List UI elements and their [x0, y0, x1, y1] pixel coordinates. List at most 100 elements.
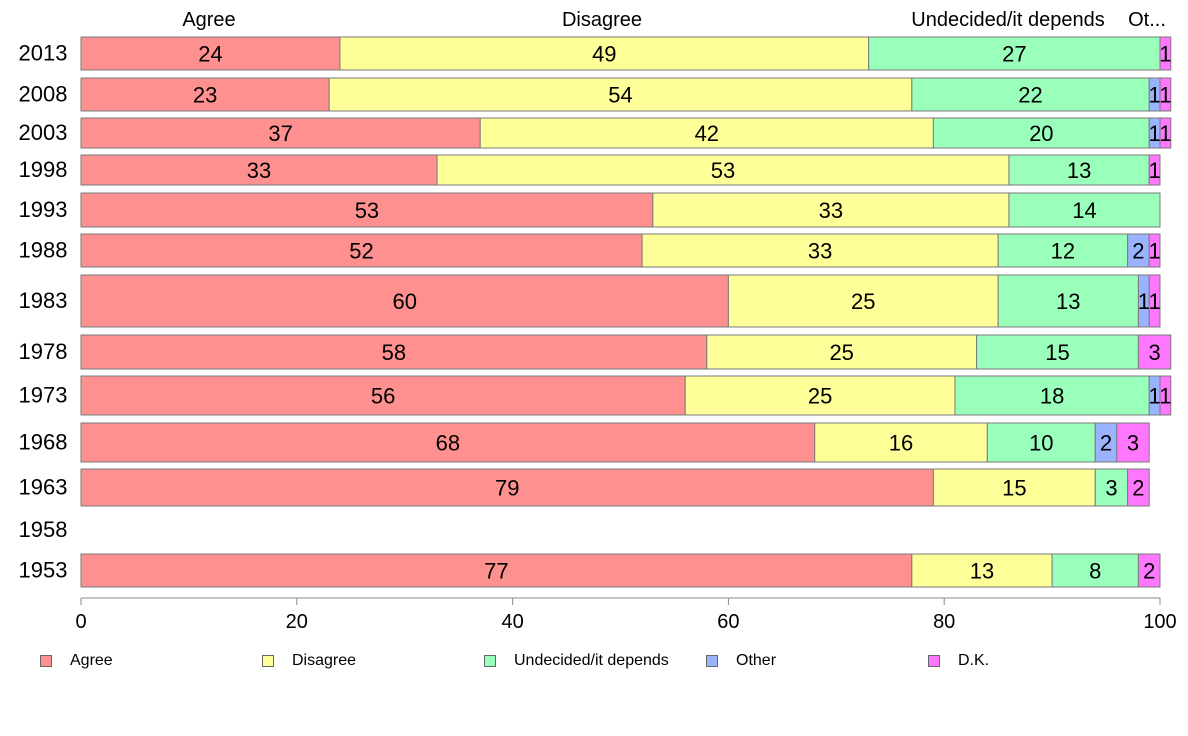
data-label-1953-0: 77 — [484, 559, 508, 584]
data-label-1988-3: 2 — [1132, 239, 1144, 264]
data-label-1998-2: 13 — [1067, 158, 1091, 183]
y-tick-label-1953: 1953 — [19, 558, 68, 583]
data-label-2003-2: 20 — [1029, 121, 1053, 146]
y-tick-label-1968: 1968 — [19, 430, 68, 455]
data-label-2013-1: 49 — [592, 42, 616, 67]
bar-segment-2013-0 — [80, 36, 341, 71]
data-label-1993-2: 14 — [1072, 198, 1096, 223]
data-label-1983-4: 1 — [1148, 289, 1160, 314]
data-label-1998-0: 33 — [247, 158, 271, 183]
data-label-1968-1: 16 — [889, 431, 913, 456]
data-label-2008-0: 23 — [193, 83, 217, 108]
data-label-2003-4: 1 — [1159, 121, 1171, 146]
legend-item-agree: Agree — [40, 648, 113, 674]
bar-segment-2008-2 — [911, 77, 1150, 112]
y-tick-label-1993: 1993 — [19, 197, 68, 222]
bar-segment-2003-1 — [479, 117, 934, 149]
data-label-1983-3: 1 — [1138, 289, 1150, 314]
bar-segment-2013-1 — [339, 36, 870, 71]
data-label-2008-3: 1 — [1148, 83, 1160, 108]
data-label-1968-2: 10 — [1029, 431, 1053, 456]
bar-segment-1973-1 — [684, 375, 956, 416]
bar-segment-2008-4 — [1159, 77, 1172, 112]
x-tick-label-0: 0 — [75, 611, 86, 633]
data-label-1968-4: 3 — [1127, 431, 1139, 456]
data-label-1978-2: 15 — [1045, 340, 1069, 365]
data-label-2008-4: 1 — [1159, 83, 1171, 108]
legend-swatch-agree — [40, 655, 52, 667]
data-label-2008-2: 22 — [1018, 83, 1042, 108]
bar-segment-1993-0 — [80, 192, 654, 228]
data-label-1973-2: 18 — [1040, 384, 1064, 409]
data-label-1988-4: 1 — [1148, 239, 1160, 264]
data-label-2003-0: 37 — [268, 121, 292, 146]
bar-segment-2013-2 — [868, 36, 1161, 71]
x-tick-label-100: 100 — [1143, 611, 1176, 633]
data-label-1963-0: 79 — [495, 476, 519, 501]
y-tick-label-1978: 1978 — [19, 339, 68, 364]
data-label-2008-1: 54 — [608, 83, 632, 108]
bar-segment-1983-1 — [727, 274, 999, 328]
x-tick-label-80: 80 — [933, 611, 955, 633]
y-tick-label-2013: 2013 — [19, 41, 68, 66]
bar-segment-1993-2 — [1008, 192, 1161, 228]
bar-segment-1953-1 — [911, 553, 1053, 588]
bar-segment-2003-4 — [1159, 117, 1172, 149]
bar-segment-1968-0 — [80, 422, 816, 463]
bar-segment-1978-1 — [706, 334, 978, 370]
column-header-3: Ot... — [1128, 9, 1166, 31]
legend-swatch-dk — [928, 655, 940, 667]
bar-segment-1983-4 — [1148, 274, 1161, 328]
data-label-1978-0: 58 — [382, 340, 406, 365]
data-label-1973-3: 1 — [1148, 384, 1160, 409]
bar-segment-1953-2 — [1051, 553, 1139, 588]
column-header-0: Agree — [182, 9, 235, 31]
y-tick-label-1958: 1958 — [19, 517, 68, 542]
y-tick-label-2003: 2003 — [19, 120, 68, 145]
data-label-1993-0: 53 — [355, 198, 379, 223]
bar-segment-1973-4 — [1159, 375, 1172, 416]
data-label-2013-0: 24 — [198, 42, 222, 67]
legend-item-undecided: Undecided/it depends — [484, 648, 669, 674]
bar-segment-2013-4 — [1159, 36, 1172, 71]
bar-segment-1988-1 — [641, 233, 999, 268]
y-tick-label-1973: 1973 — [19, 383, 68, 408]
legend-label-other: Other — [736, 652, 777, 669]
legend-swatch-undecided — [484, 655, 496, 667]
bar-segment-1988-0 — [80, 233, 643, 268]
data-label-1983-0: 60 — [392, 289, 416, 314]
bar-segment-1963-2 — [1094, 468, 1129, 507]
bar-segment-2003-0 — [80, 117, 481, 149]
data-label-2003-3: 1 — [1148, 121, 1160, 146]
bar-segment-1968-4 — [1116, 422, 1150, 463]
data-label-2013-4: 1 — [1159, 42, 1171, 67]
data-label-1988-0: 52 — [349, 239, 373, 264]
bar-segment-1973-0 — [80, 375, 686, 416]
data-label-1978-4: 3 — [1148, 340, 1160, 365]
column-header-2: Undecided/it depends — [911, 9, 1104, 31]
data-label-1973-1: 25 — [808, 384, 832, 409]
data-label-1968-3: 2 — [1100, 431, 1112, 456]
bar-segment-1978-4 — [1137, 334, 1172, 370]
bar-segment-1983-2 — [997, 274, 1139, 328]
legend-label-dk: D.K. — [958, 652, 990, 669]
data-label-1998-1: 53 — [711, 158, 735, 183]
bar-segment-1983-0 — [80, 274, 729, 328]
bar-segment-1978-2 — [976, 334, 1139, 370]
bar-segment-1998-1 — [436, 154, 1010, 186]
data-label-1953-2: 8 — [1089, 559, 1101, 584]
bar-segment-1988-4 — [1148, 233, 1161, 268]
bar-segment-1953-0 — [80, 553, 913, 588]
x-tick-label-60: 60 — [717, 611, 739, 633]
data-label-1998-4: 1 — [1148, 158, 1160, 183]
bar-segment-1968-1 — [814, 422, 988, 463]
legend-swatch-other — [706, 655, 718, 667]
legend-label-undecided: Undecided/it depends — [514, 652, 669, 669]
y-tick-label-1983: 1983 — [19, 288, 68, 313]
bar-segment-1963-4 — [1127, 468, 1150, 507]
y-tick-label-1988: 1988 — [19, 238, 68, 263]
legend-item-disagree: Disagree — [262, 648, 356, 674]
data-label-1963-2: 3 — [1105, 476, 1117, 501]
bar-segment-1998-0 — [80, 154, 438, 186]
